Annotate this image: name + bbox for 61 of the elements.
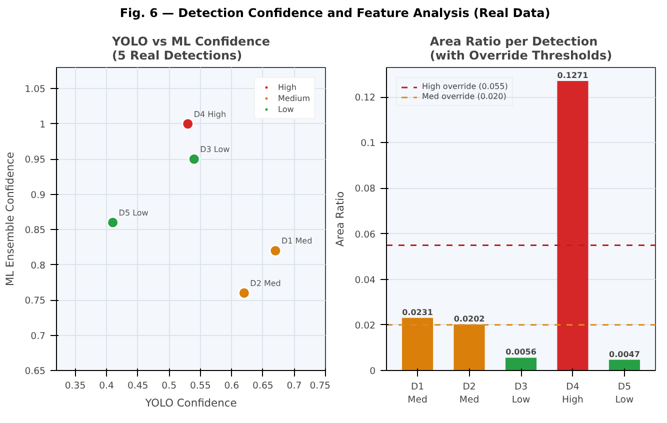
x-tick-label: 0.6 bbox=[224, 380, 240, 392]
data-label: 0.1271 bbox=[557, 71, 589, 80]
point bbox=[238, 286, 250, 300]
y-tick-label: 0.85 bbox=[24, 225, 46, 236]
legend-label: Med override (0.020) bbox=[422, 92, 506, 102]
x-axis-title: YOLO Confidence bbox=[144, 396, 237, 410]
legend-label: Medium bbox=[278, 94, 310, 103]
bar bbox=[505, 358, 537, 371]
bar bbox=[454, 324, 485, 371]
x-tick-label: 0.65 bbox=[252, 380, 274, 392]
y-tick-label: 0.12 bbox=[354, 92, 376, 104]
y-tick-label: 0 bbox=[370, 366, 376, 378]
x-tick-label: 0.45 bbox=[127, 380, 148, 392]
legend-label: Low bbox=[278, 104, 295, 114]
point bbox=[188, 153, 200, 166]
y-tick-label: 1.05 bbox=[24, 84, 46, 96]
data-label: 0.0056 bbox=[506, 348, 537, 357]
legend-label: High bbox=[278, 82, 298, 92]
y-tick-label: 0.7 bbox=[30, 330, 46, 342]
y-tick-label: 1 bbox=[40, 120, 46, 131]
x-tick-label: 0.35 bbox=[64, 380, 86, 392]
y-tick-label: 0.9 bbox=[30, 190, 46, 201]
x-tick-label: 0.4 bbox=[99, 380, 114, 392]
x-tick-label: D5 Low bbox=[615, 382, 634, 406]
y-tick-label: 0.04 bbox=[354, 275, 376, 286]
x-tick-label: D4 High bbox=[562, 382, 584, 406]
y-tick-label: 0.08 bbox=[354, 184, 376, 195]
y-tick-label: 0.95 bbox=[24, 154, 46, 166]
y-tick-label: 0.1 bbox=[360, 138, 376, 150]
annotation: D1 Med bbox=[281, 236, 312, 246]
point bbox=[269, 244, 282, 258]
bar bbox=[557, 81, 588, 371]
y-tick-label: 0.65 bbox=[24, 366, 46, 378]
annotation: D2 Med bbox=[250, 279, 281, 288]
y-tick-label: 0.8 bbox=[30, 260, 46, 272]
annotation: D4 High bbox=[194, 110, 226, 120]
y-tick-label: 0.02 bbox=[354, 320, 376, 332]
x-tick-label: 0.5 bbox=[162, 380, 177, 392]
chart-title: YOLO vs ML Confidence (5 Real Detections) bbox=[111, 34, 270, 63]
y-axis-title: ML Ensemble Confidence bbox=[4, 152, 17, 286]
x-tick-label: 0.75 bbox=[310, 380, 331, 392]
data-label: 0.0231 bbox=[402, 308, 434, 318]
legend-label: High override (0.055) bbox=[422, 82, 508, 92]
y-tick-label: 0.06 bbox=[354, 229, 376, 240]
x-tick-label: 0.7 bbox=[286, 380, 302, 392]
point bbox=[182, 118, 194, 130]
point bbox=[106, 216, 120, 229]
data-label: 0.0047 bbox=[609, 350, 640, 359]
caption: Fig. 6 — Detection Confidence and Feature Analysis (Real Data) bbox=[120, 5, 550, 22]
x-tick-label: D2 Med bbox=[459, 382, 480, 406]
data-label: 0.0202 bbox=[454, 314, 485, 324]
x-tick-label: D3 Low bbox=[512, 382, 531, 406]
annotation: D5 Low bbox=[118, 208, 149, 218]
y-tick-label: 0.75 bbox=[24, 296, 46, 307]
chart-title: Area Ratio per Detection (with Override Thresholds) bbox=[430, 34, 612, 63]
bar bbox=[608, 360, 640, 371]
bar bbox=[402, 318, 434, 371]
annotation: D3 Low bbox=[200, 145, 230, 154]
x-tick-label: 0.55 bbox=[190, 380, 211, 392]
x-tick-label: D1 Med bbox=[408, 382, 428, 406]
y-axis-title: Area Ratio bbox=[334, 191, 347, 247]
